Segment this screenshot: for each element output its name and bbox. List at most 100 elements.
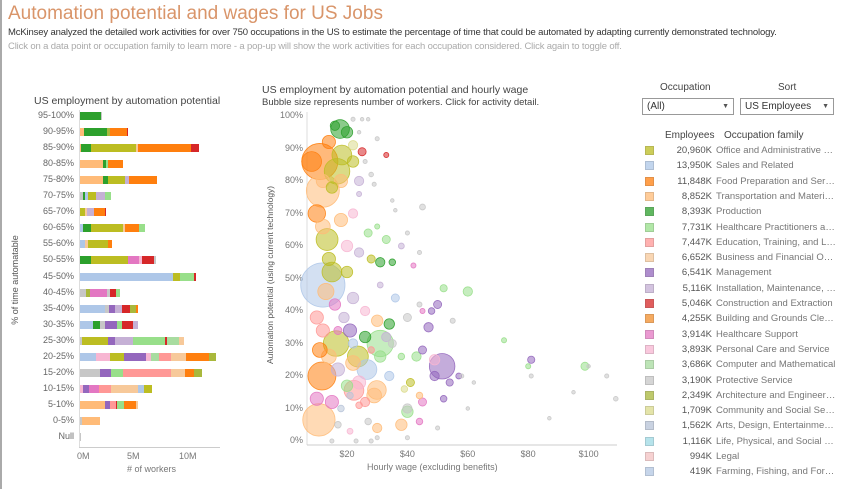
bar-segment[interactable] xyxy=(88,240,108,249)
bar-segment[interactable] xyxy=(135,144,138,153)
bar-segment[interactable] xyxy=(80,368,100,377)
bar-segment[interactable] xyxy=(98,384,111,393)
bar-segment[interactable] xyxy=(178,336,185,345)
bar-segment[interactable] xyxy=(194,272,197,281)
scatter-bubble[interactable] xyxy=(449,317,456,324)
scatter-bubble[interactable] xyxy=(333,326,343,335)
bar-segment[interactable] xyxy=(91,144,136,153)
bar-segment[interactable] xyxy=(80,400,105,409)
scatter-bubble[interactable] xyxy=(347,140,359,151)
bar-segment[interactable] xyxy=(106,128,110,137)
scatter-bubble[interactable] xyxy=(427,307,436,315)
bar-segment[interactable] xyxy=(109,288,117,297)
bar-segment[interactable] xyxy=(80,336,83,345)
scatter-bubble[interactable] xyxy=(340,239,354,253)
scatter-bubble[interactable] xyxy=(309,391,324,406)
scatter-bubble[interactable] xyxy=(363,228,373,238)
scatter-bubble[interactable] xyxy=(418,397,427,407)
scatter-bubble[interactable] xyxy=(312,342,328,358)
scatter-bubble[interactable] xyxy=(387,339,397,348)
bar-segment[interactable] xyxy=(100,112,102,120)
bar-segment[interactable] xyxy=(151,352,160,361)
bar-segment[interactable] xyxy=(138,224,145,233)
bar-segment[interactable] xyxy=(85,192,89,201)
scatter-bubble[interactable] xyxy=(355,401,363,409)
bar-segment[interactable] xyxy=(104,304,109,313)
bar-segment[interactable] xyxy=(80,192,84,201)
legend-item-20[interactable]: 994K Legal xyxy=(642,450,840,463)
scatter-bubble[interactable] xyxy=(301,151,322,172)
scatter-bubble[interactable] xyxy=(331,144,353,166)
scatter-bubble[interactable] xyxy=(364,417,372,426)
scatter-bubble[interactable] xyxy=(357,147,367,157)
scatter-bubble[interactable] xyxy=(309,310,324,325)
bar-segment[interactable] xyxy=(80,176,103,185)
bar-segment[interactable] xyxy=(99,368,111,377)
bar-segment[interactable] xyxy=(170,368,186,377)
bar-segment[interactable] xyxy=(124,400,136,409)
legend-item-13[interactable]: 3,893K Personal Care and Service xyxy=(642,343,840,356)
scatter-bubble[interactable] xyxy=(445,378,454,387)
bar-segment[interactable] xyxy=(208,352,216,361)
scatter-bubble[interactable] xyxy=(329,120,340,131)
bar-segment[interactable] xyxy=(191,144,200,153)
bar-segment[interactable] xyxy=(108,304,115,313)
scatter-bubble[interactable] xyxy=(372,422,383,434)
scatter-bubble[interactable] xyxy=(350,116,356,122)
legend-item-19[interactable]: 1,116K Life, Physical, and Social Sc.. xyxy=(642,435,840,448)
bar-segment[interactable] xyxy=(88,192,97,201)
legend-item-5[interactable]: 7,731K Healthcare Practitioners and.. xyxy=(642,221,840,234)
bar-segment[interactable] xyxy=(137,144,192,153)
scatter-bubble[interactable] xyxy=(374,136,380,142)
scatter-bubble[interactable] xyxy=(359,330,372,344)
scatter-bubble[interactable] xyxy=(613,396,619,402)
scatter-bubble[interactable] xyxy=(315,218,331,235)
scatter-bubble[interactable] xyxy=(604,373,610,379)
scatter-bubble[interactable] xyxy=(571,390,576,395)
bar-segment[interactable] xyxy=(122,320,133,329)
bar-segment[interactable] xyxy=(87,208,95,217)
bar-segment[interactable] xyxy=(107,176,126,185)
scatter-bubble[interactable] xyxy=(527,355,536,364)
legend-item-18[interactable]: 1,562K Arts, Design, Entertainment.. xyxy=(642,419,840,432)
bar-segment[interactable] xyxy=(80,288,87,297)
scatter-bubble[interactable] xyxy=(419,203,426,211)
bar-segment[interactable] xyxy=(124,352,146,361)
scatter-bubble[interactable] xyxy=(390,293,400,303)
bar-segment[interactable] xyxy=(122,304,131,313)
scatter-bubble[interactable] xyxy=(402,403,413,414)
scatter-bubble[interactable] xyxy=(354,247,365,258)
legend-item-4[interactable]: 8,393K Production xyxy=(642,205,840,218)
scatter-bubble[interactable] xyxy=(328,298,342,311)
bar-segment[interactable] xyxy=(179,272,195,281)
bar-segment[interactable] xyxy=(80,304,105,313)
scatter-bubble[interactable] xyxy=(415,391,424,400)
bar-segment[interactable] xyxy=(90,288,107,297)
bar-segment[interactable] xyxy=(125,224,139,233)
scatter-bubble[interactable] xyxy=(374,350,387,363)
bar-segment[interactable] xyxy=(170,352,187,361)
bar-segment[interactable] xyxy=(80,256,92,265)
bar-segment[interactable] xyxy=(135,400,138,409)
scatter-bubble[interactable] xyxy=(347,208,359,219)
scatter-bubble[interactable] xyxy=(371,181,377,187)
scatter-bubble[interactable] xyxy=(330,362,345,377)
bar-segment[interactable] xyxy=(132,336,166,345)
scatter-bubble[interactable] xyxy=(340,126,354,139)
bar-segment[interactable] xyxy=(96,352,110,361)
bar-segment[interactable] xyxy=(93,320,100,329)
scatter-bubble[interactable] xyxy=(374,223,381,230)
scatter-bubble[interactable] xyxy=(383,318,395,330)
scatter-bubble[interactable] xyxy=(325,181,339,194)
bar-segment[interactable] xyxy=(137,384,144,393)
bar-segment[interactable] xyxy=(107,160,124,169)
scatter-bubble[interactable] xyxy=(390,198,395,203)
bar-segment[interactable] xyxy=(143,384,153,393)
scatter-bubble[interactable] xyxy=(398,242,405,250)
bar-segment[interactable] xyxy=(104,400,110,409)
scatter-bubble[interactable] xyxy=(404,435,410,441)
bar-segment[interactable] xyxy=(116,400,118,409)
bar-segment[interactable] xyxy=(82,336,108,345)
bar-segment[interactable] xyxy=(129,176,158,185)
scatter-bubble[interactable] xyxy=(418,345,427,355)
